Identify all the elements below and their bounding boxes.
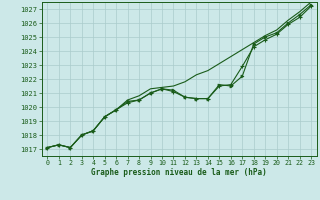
X-axis label: Graphe pression niveau de la mer (hPa): Graphe pression niveau de la mer (hPa) bbox=[91, 168, 267, 177]
